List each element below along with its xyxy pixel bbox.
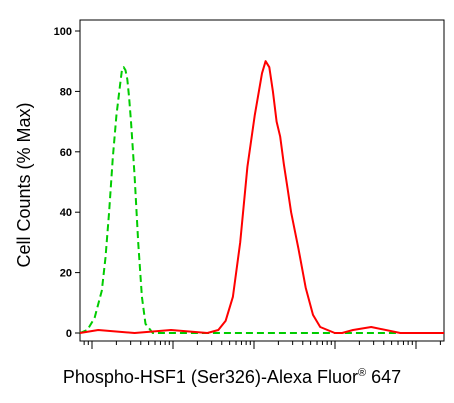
y-tick-label: 80	[60, 86, 72, 98]
y-axis-ticks: 0 20 40 60 80 100	[54, 26, 80, 340]
series-line-2	[79, 60, 444, 334]
y-tick-label: 40	[60, 207, 72, 219]
x-axis-title-suffix: 647	[366, 367, 401, 387]
x-axis-title-main: Phospho-HSF1 (Ser326)-Alexa Fluor	[63, 367, 358, 387]
y-tick-label: 0	[66, 328, 72, 340]
y-tick-label: 100	[54, 26, 72, 38]
series-line-1	[79, 66, 444, 334]
x-axis-title-mark: ®	[358, 367, 366, 379]
series-layer	[79, 60, 444, 334]
y-axis-title: Cell Counts (% Max)	[14, 102, 34, 267]
x-axis-title: Phospho-HSF1 (Ser326)-Alexa Fluor® 647	[63, 367, 401, 387]
plot-frame	[79, 19, 445, 342]
x-axis-ticks	[83, 341, 441, 349]
y-tick-label: 20	[60, 268, 72, 280]
y-tick-label: 60	[60, 147, 72, 159]
